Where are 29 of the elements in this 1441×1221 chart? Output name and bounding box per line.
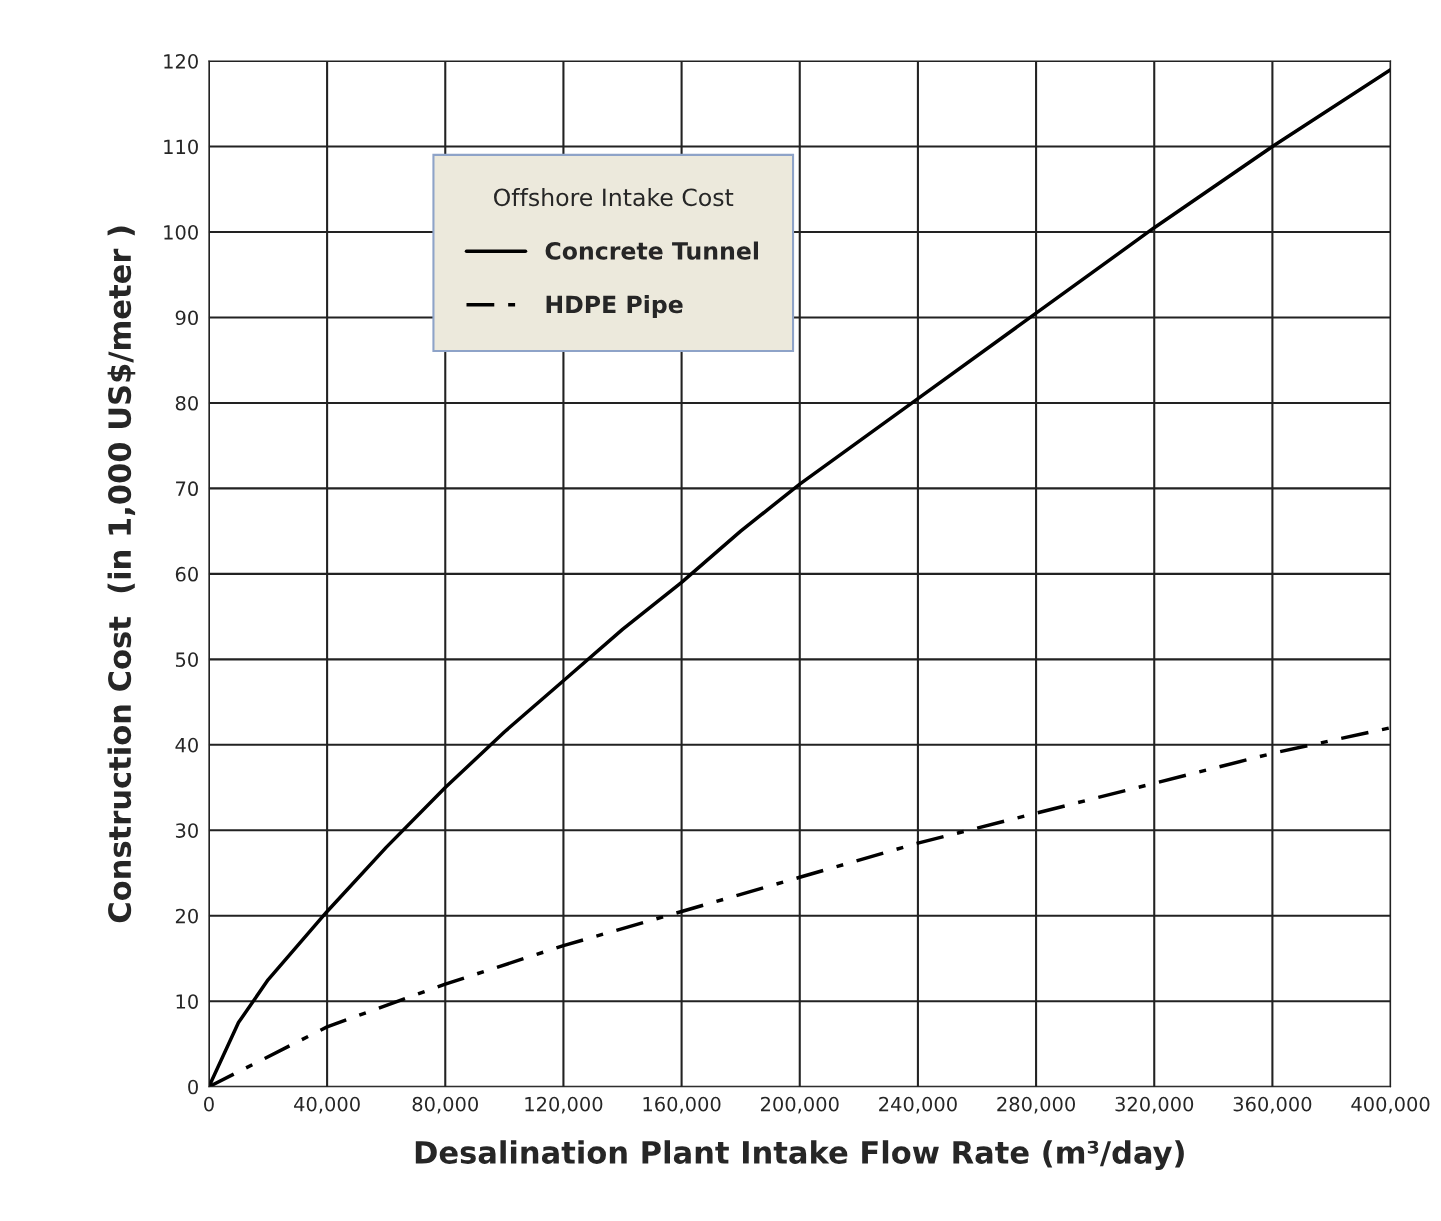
y-tick-label: 110 [164, 139, 198, 155]
x-tick-label: 160,000 [643, 1096, 721, 1114]
y-tick-label: 40 [175, 737, 198, 753]
y-axis-title: Construction Cost (in 1,000 US$/meter ) [107, 226, 136, 923]
y-tick-label: 50 [175, 652, 198, 667]
x-tick-label: 280,000 [997, 1096, 1075, 1114]
x-tick-label: 120,000 [525, 1096, 603, 1114]
x-tick-label: 400,000 [1351, 1096, 1430, 1114]
y-tick-label: 60 [175, 566, 198, 582]
x-tick-label: 80,000 [412, 1096, 478, 1114]
y-tick-label: 70 [176, 481, 198, 497]
y-tick-label: 10 [176, 994, 198, 1009]
legend-label: HDPE Pipe [546, 295, 683, 318]
y-tick-label: 0 [188, 1079, 198, 1095]
y-tick-label: 80 [175, 395, 198, 411]
x-axis-title: Desalination Plant Intake Flow Rate (m³/day) [415, 1140, 1184, 1171]
legend-label: Concrete Tunnel [545, 241, 759, 260]
y-tick-label: 100 [164, 224, 198, 240]
y-tick-label: 30 [175, 823, 198, 838]
x-tick-label: 320,000 [1115, 1096, 1194, 1114]
x-tick-label: 360,000 [1233, 1096, 1312, 1114]
y-tick-label: 120 [164, 54, 198, 69]
y-tick-label: 20 [175, 908, 198, 924]
y-tick-label: 90 [175, 310, 198, 326]
x-tick-label: 40,000 [294, 1096, 360, 1114]
x-tick-label: 240,000 [879, 1096, 957, 1114]
x-tick-label: 200,000 [760, 1096, 839, 1114]
x-tick-label: 0 [204, 1096, 214, 1112]
legend-title: Offshore Intake Cost [494, 187, 734, 207]
